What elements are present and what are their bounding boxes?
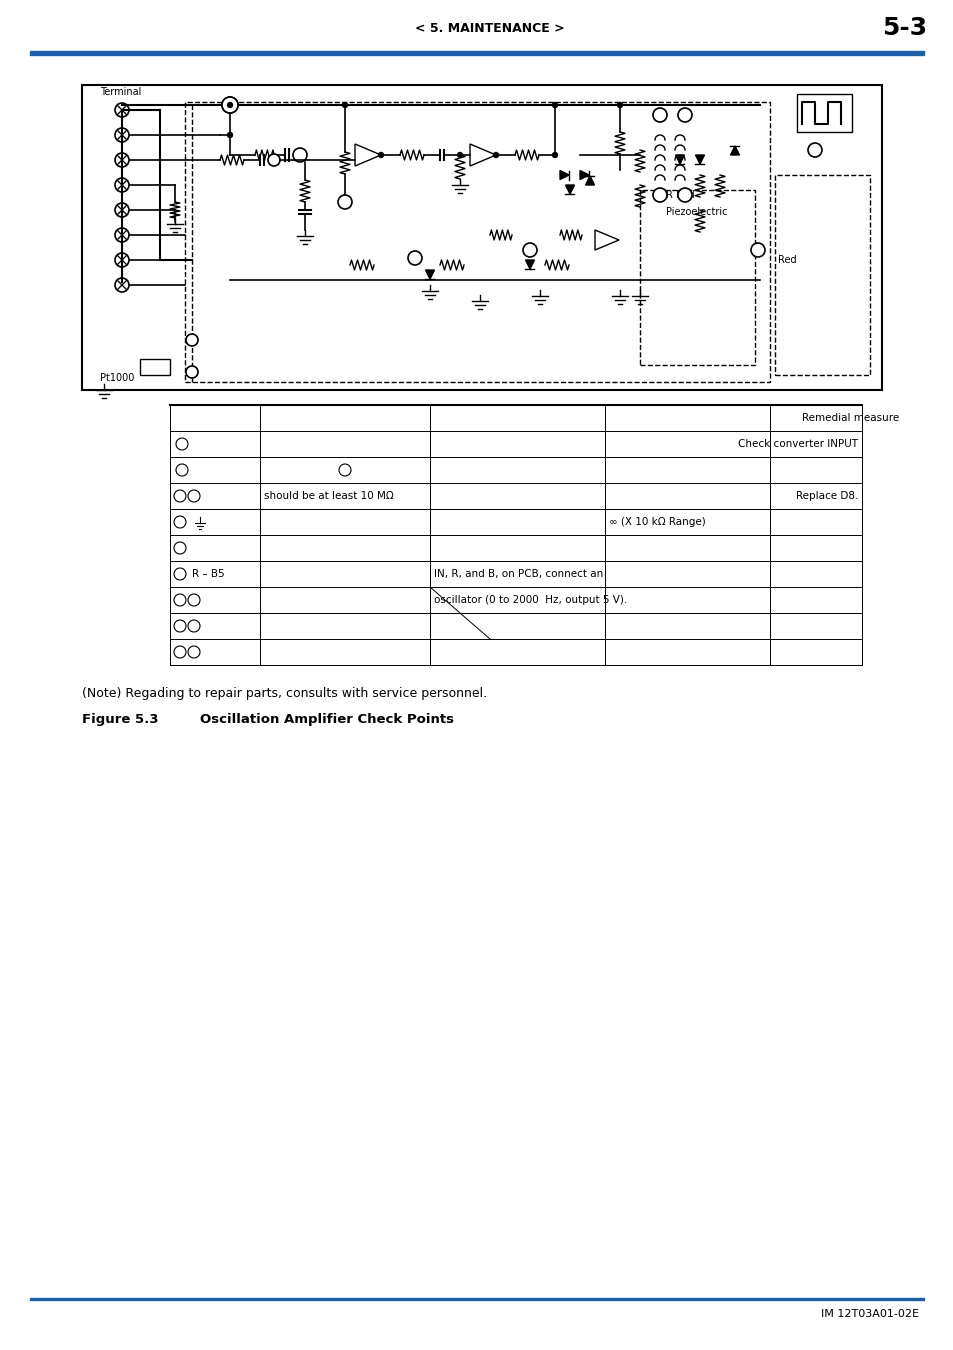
Circle shape	[175, 437, 188, 450]
Text: oscillator (0 to 2000  Hz, output 5 V).: oscillator (0 to 2000 Hz, output 5 V).	[434, 595, 626, 605]
Circle shape	[617, 103, 622, 108]
Circle shape	[552, 153, 557, 158]
Circle shape	[115, 128, 129, 142]
Circle shape	[173, 490, 186, 502]
Circle shape	[186, 333, 198, 346]
Text: Red: Red	[778, 255, 796, 265]
Circle shape	[678, 108, 691, 122]
Circle shape	[652, 188, 666, 202]
Circle shape	[186, 366, 198, 378]
Circle shape	[227, 132, 233, 138]
Polygon shape	[695, 155, 703, 163]
Circle shape	[115, 103, 129, 117]
Polygon shape	[525, 261, 534, 269]
Bar	[140, 359, 170, 375]
Circle shape	[115, 202, 129, 217]
Circle shape	[493, 153, 498, 158]
Circle shape	[293, 148, 307, 162]
Circle shape	[522, 243, 537, 256]
Text: Terminal: Terminal	[100, 86, 141, 97]
Bar	[796, 95, 851, 132]
Circle shape	[173, 647, 186, 657]
Circle shape	[552, 103, 557, 108]
Circle shape	[115, 178, 129, 192]
Bar	[774, 176, 869, 375]
Circle shape	[338, 464, 351, 477]
Bar	[185, 103, 769, 382]
Circle shape	[378, 153, 383, 158]
Bar	[639, 190, 754, 364]
Circle shape	[115, 228, 129, 242]
Text: Piezoelectric: Piezoelectric	[665, 207, 727, 217]
Polygon shape	[585, 176, 594, 185]
Circle shape	[408, 251, 421, 265]
Text: ∞ (X 10 kΩ Range): ∞ (X 10 kΩ Range)	[608, 517, 705, 526]
Circle shape	[173, 594, 186, 606]
Circle shape	[173, 568, 186, 580]
Circle shape	[268, 154, 280, 166]
Circle shape	[188, 647, 200, 657]
Polygon shape	[579, 170, 588, 180]
Circle shape	[115, 278, 129, 292]
Circle shape	[807, 143, 821, 157]
Circle shape	[188, 620, 200, 632]
Text: < 5. MAINTENANCE >: < 5. MAINTENANCE >	[415, 22, 564, 35]
Circle shape	[652, 108, 666, 122]
Polygon shape	[675, 155, 684, 163]
Circle shape	[115, 252, 129, 267]
Circle shape	[175, 464, 188, 477]
Text: R Red: R Red	[665, 190, 694, 200]
Circle shape	[678, 188, 691, 202]
Circle shape	[222, 97, 237, 113]
Polygon shape	[565, 185, 574, 194]
Text: Oscillation Amplifier Check Points: Oscillation Amplifier Check Points	[200, 713, 454, 725]
Text: Remedial measure: Remedial measure	[801, 413, 899, 423]
Bar	[82, 85, 882, 390]
Text: Figure 5.3: Figure 5.3	[82, 713, 158, 725]
Polygon shape	[559, 170, 568, 180]
Circle shape	[227, 103, 233, 108]
Circle shape	[173, 541, 186, 554]
Bar	[30, 51, 923, 55]
Text: Replace D8.: Replace D8.	[795, 491, 857, 501]
Circle shape	[750, 243, 764, 256]
Circle shape	[337, 194, 352, 209]
Circle shape	[342, 103, 347, 108]
Polygon shape	[730, 146, 739, 155]
Text: 5-3: 5-3	[882, 16, 926, 40]
Circle shape	[222, 97, 237, 113]
Text: IM 12T03A01-02E: IM 12T03A01-02E	[821, 1310, 918, 1319]
Text: IN, R, and B, on PCB, connect an: IN, R, and B, on PCB, connect an	[434, 568, 602, 579]
Circle shape	[188, 594, 200, 606]
Circle shape	[188, 490, 200, 502]
Bar	[30, 1297, 923, 1300]
Text: (Note) Regading to repair parts, consults with service personnel.: (Note) Regading to repair parts, consult…	[82, 687, 487, 699]
Text: should be at least 10 MΩ: should be at least 10 MΩ	[264, 491, 394, 501]
Text: Pt1000: Pt1000	[100, 373, 134, 383]
Circle shape	[115, 153, 129, 167]
Circle shape	[173, 516, 186, 528]
Circle shape	[173, 620, 186, 632]
Polygon shape	[425, 270, 434, 279]
Text: Check converter INPUT: Check converter INPUT	[738, 439, 857, 450]
Circle shape	[457, 153, 462, 158]
Text: R – B5: R – B5	[192, 568, 224, 579]
